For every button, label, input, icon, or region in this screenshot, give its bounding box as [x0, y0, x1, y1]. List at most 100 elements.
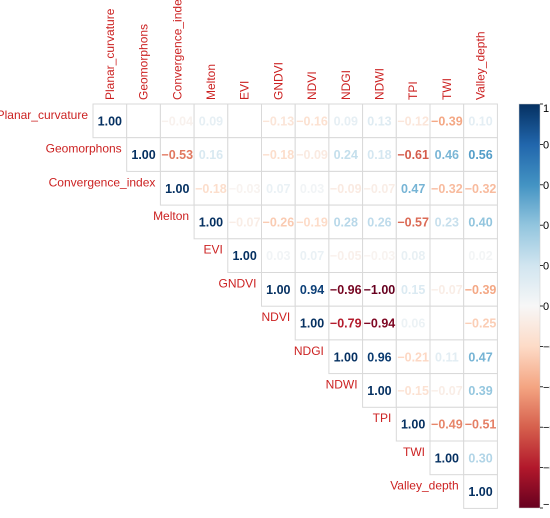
- column-label: Convergence_index: [170, 0, 184, 100]
- matrix-cell: [463, 474, 498, 509]
- correlation-value: −1.00: [364, 283, 396, 297]
- correlation-value: 0.10: [468, 114, 492, 128]
- matrix-cell: [328, 305, 364, 341]
- correlation-value: 0.18: [367, 148, 391, 162]
- correlation-value: 0.09: [334, 114, 358, 128]
- matrix-cell: [429, 305, 465, 341]
- correlation-value: −0.07: [229, 215, 261, 229]
- matrix-cell: [463, 170, 498, 206]
- row-label: NDGI: [294, 344, 324, 358]
- colorbar-tick-label: −0.2: [543, 341, 550, 353]
- correlation-value: −0.07: [364, 182, 396, 196]
- row-label: Planar_curvature: [0, 108, 88, 122]
- column-label: NDVI: [305, 71, 319, 100]
- correlation-value: 1.00: [468, 485, 492, 499]
- correlation-value: 0.07: [300, 249, 324, 263]
- matrix-cell: [463, 204, 498, 240]
- colorbar-tick-label: 0.6: [543, 180, 550, 192]
- correlation-value: −0.13: [263, 114, 295, 128]
- correlation-value: 1.00: [367, 384, 391, 398]
- column-label: NDWI: [372, 68, 386, 100]
- row-label: EVI: [203, 243, 222, 257]
- correlation-value: −0.51: [465, 418, 497, 432]
- correlation-value: 0.40: [468, 215, 492, 229]
- matrix-cell: [193, 170, 229, 206]
- correlation-value: 0.24: [334, 148, 358, 162]
- correlation-value: 0.30: [468, 451, 492, 465]
- correlation-value: 1.00: [300, 317, 324, 331]
- correlation-value: 0.94: [300, 283, 324, 297]
- colorbar-tick-label: 0.8: [543, 139, 550, 151]
- colorbar-tick-label: −0.6: [543, 422, 550, 434]
- correlation-value: −0.05: [330, 249, 362, 263]
- matrix-cell: [261, 137, 296, 172]
- correlation-value: 0.39: [468, 384, 492, 398]
- column-label: TWI: [440, 78, 454, 100]
- correlation-value: 0.08: [401, 249, 425, 263]
- row-label: TPI: [373, 411, 392, 425]
- row-label: Valley_depth: [390, 479, 459, 493]
- matrix-cell: [362, 272, 397, 307]
- colorbar-tick-label: 1: [543, 103, 549, 115]
- colorbar-tick-label: −0.4: [543, 382, 550, 394]
- correlation-value: −0.19: [296, 215, 328, 229]
- correlation-value: 0.11: [435, 350, 459, 364]
- correlation-value: −0.18: [195, 182, 227, 196]
- matrix-cell: [463, 103, 498, 139]
- correlation-value: −0.26: [263, 215, 295, 229]
- matrix-cell: [429, 238, 465, 274]
- correlation-value: 0.47: [401, 182, 425, 196]
- row-label: NDVI: [262, 310, 291, 324]
- correlation-value: −0.12: [397, 114, 429, 128]
- matrix-cell: [395, 238, 431, 274]
- correlation-value: 0.03: [266, 249, 290, 263]
- matrix-cell: [362, 305, 397, 341]
- matrix-cell: [159, 103, 195, 139]
- row-label: GNDVI: [218, 276, 256, 290]
- column-label: NDGI: [339, 70, 353, 100]
- correlation-value: −0.15: [397, 384, 429, 398]
- matrix-cell: [92, 103, 128, 139]
- correlation-value: 0.26: [367, 215, 391, 229]
- correlation-value: −0.32: [465, 182, 497, 196]
- correlation-value: −0.09: [330, 182, 362, 196]
- column-label: Melton: [204, 64, 218, 100]
- correlation-value: −0.07: [431, 283, 463, 297]
- correlation-value: 0.15: [401, 283, 425, 297]
- matrix-cell: [328, 339, 364, 375]
- correlation-value: 1.00: [232, 249, 256, 263]
- correlation-value: 0.56: [468, 148, 492, 162]
- colorbar-tick-label: 0.2: [543, 261, 550, 273]
- correlation-value: −0.16: [296, 114, 328, 128]
- correlation-value: −0.39: [431, 114, 463, 128]
- matrix-cell: [429, 373, 465, 408]
- matrix-cell: [294, 272, 330, 307]
- matrix-grid: [92, 103, 498, 509]
- matrix-cell: [227, 170, 263, 206]
- correlation-value: −0.25: [465, 317, 497, 331]
- correlation-value: 1.00: [199, 215, 223, 229]
- matrix-cell: [395, 272, 431, 307]
- row-label: NDWI: [326, 377, 358, 391]
- matrix-cell: [193, 204, 229, 240]
- correlation-value: 0.09: [199, 114, 223, 128]
- matrix-cell: [463, 137, 498, 172]
- matrix-cell: [395, 339, 431, 375]
- matrix-cell: [362, 373, 397, 408]
- correlation-value: −0.03: [364, 249, 396, 263]
- row-label: Geomorphons: [46, 142, 122, 156]
- matrix-cell: [463, 373, 498, 408]
- correlation-value: 1.00: [165, 182, 189, 196]
- matrix-cell: [395, 103, 431, 139]
- matrix-cell: [362, 170, 397, 206]
- matrix-cell: [429, 170, 465, 206]
- column-label: EVI: [238, 81, 252, 100]
- matrix-cell: [328, 137, 364, 172]
- correlation-value: −0.53: [161, 148, 193, 162]
- matrix-cell: [463, 272, 498, 307]
- matrix-cell: [463, 440, 498, 476]
- correlation-value: 0.03: [300, 182, 324, 196]
- colorbar: 1 0.8 0.6 0.4 0.2 0 −0.2 −0.4 −0.6 −0.8 −1: [518, 103, 550, 511]
- correlation-value: 0.02: [468, 249, 492, 263]
